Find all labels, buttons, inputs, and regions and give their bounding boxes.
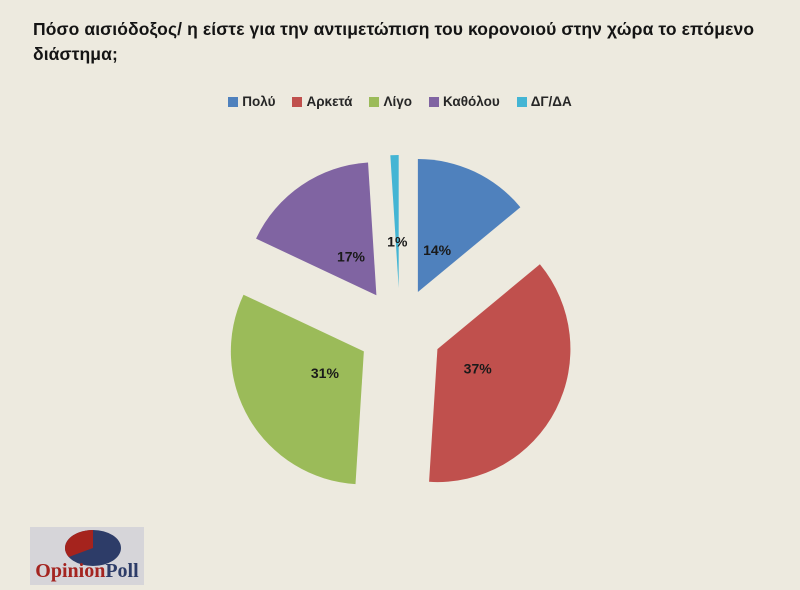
pie-slice-4 xyxy=(390,155,399,289)
pie-slice-label: 14% xyxy=(423,242,452,258)
legend-label: Καθόλου xyxy=(442,94,500,109)
logo-wordmark: OpinionPoll xyxy=(30,560,144,583)
legend-item: Αρκετά xyxy=(292,94,352,109)
pie-slice-3 xyxy=(256,162,377,296)
legend-item: ΔΓ/ΔΑ xyxy=(516,94,572,109)
pie-slice-1 xyxy=(429,264,571,483)
legend-swatch xyxy=(292,96,303,107)
legend-item: Πολύ xyxy=(228,94,275,109)
opinionpoll-logo: OpinionPoll xyxy=(30,527,144,585)
pie-slice-2 xyxy=(230,294,364,485)
logo-text-opinion: Opinion xyxy=(35,560,106,582)
legend-swatch xyxy=(428,96,439,107)
pie-slice-label: 17% xyxy=(337,249,366,265)
logo-pie-icon xyxy=(64,530,121,566)
pie-slice-label: 37% xyxy=(464,360,493,376)
chart-question-title: Πόσο αισιόδοξος/ η είστε για την αντιμετ… xyxy=(33,19,755,65)
pie-slice-label: 31% xyxy=(311,365,340,381)
chart-legend: Πολύ Αρκετά Λίγο Καθόλου ΔΓ/ΔΑ xyxy=(0,94,800,109)
legend-label: Αρκετά xyxy=(306,94,353,109)
legend-swatch xyxy=(369,96,380,107)
legend-label: Λίγο xyxy=(383,94,412,109)
logo-text-poll: Poll xyxy=(105,560,139,582)
legend-item: Καθόλου xyxy=(428,94,500,109)
legend-swatch xyxy=(516,96,527,107)
legend-item: Λίγο xyxy=(369,94,412,109)
pie-slice-0 xyxy=(417,159,521,292)
legend-label: Πολύ xyxy=(242,94,276,109)
legend-swatch xyxy=(228,96,239,107)
legend-label: ΔΓ/ΔΑ xyxy=(530,94,572,109)
pie-slice-label: 1% xyxy=(387,234,408,250)
